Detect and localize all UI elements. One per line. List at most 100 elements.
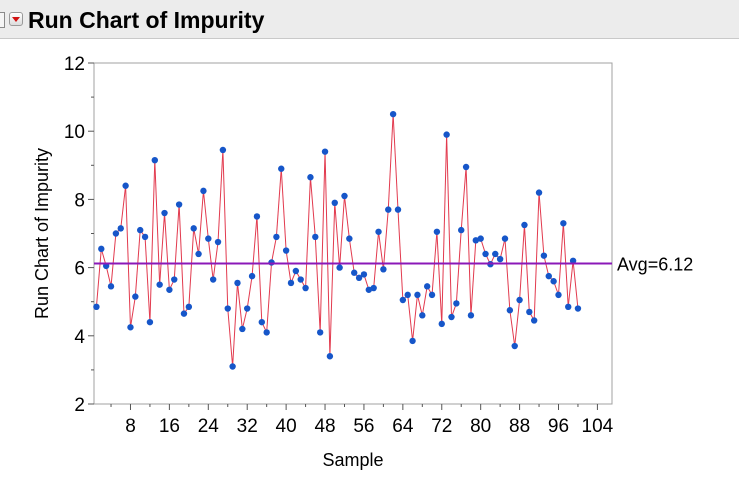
series-segment xyxy=(217,149,224,243)
data-point xyxy=(574,305,582,312)
data-point xyxy=(569,257,577,264)
x-tick-label: 24 xyxy=(198,416,220,437)
series-segment xyxy=(227,308,234,367)
series-segment xyxy=(193,228,200,255)
series-segment xyxy=(266,262,273,333)
x-axis-title: Sample xyxy=(322,450,383,470)
series-segment xyxy=(236,282,243,330)
series-segment xyxy=(416,294,423,316)
data-point xyxy=(282,247,290,254)
data-point xyxy=(360,271,368,278)
series-segment xyxy=(533,192,540,321)
data-point xyxy=(175,201,183,208)
series-segment xyxy=(387,114,394,210)
report-header: Run Chart of Impurity xyxy=(0,0,739,39)
y-tick-label: 8 xyxy=(74,190,85,211)
data-point xyxy=(521,221,528,229)
series-segment xyxy=(543,255,550,277)
series-segment xyxy=(334,202,341,268)
x-tick-label: 88 xyxy=(509,416,530,437)
series-segment xyxy=(202,190,209,239)
series-segment xyxy=(120,185,127,229)
series-segment xyxy=(110,233,117,287)
data-point xyxy=(501,235,509,242)
series-segment xyxy=(470,240,477,316)
data-point xyxy=(190,225,197,232)
x-tick-label: 72 xyxy=(431,416,452,437)
data-point xyxy=(555,291,562,299)
data-point xyxy=(496,255,504,263)
data-point xyxy=(234,279,241,287)
series-segment xyxy=(212,241,219,280)
data-point xyxy=(516,296,523,304)
data-point xyxy=(355,274,363,282)
data-point xyxy=(385,206,392,213)
data-point xyxy=(336,264,343,271)
y-axis-title: Run Chart of Impurity xyxy=(32,148,52,319)
data-point xyxy=(545,272,552,280)
data-point xyxy=(117,225,124,232)
data-point xyxy=(302,284,309,292)
x-tick-label: 48 xyxy=(314,416,335,437)
data-point xyxy=(351,269,358,276)
series-segment xyxy=(309,177,316,237)
series-segment xyxy=(455,230,462,304)
data-point xyxy=(389,110,397,118)
series-segment xyxy=(509,310,516,347)
data-point xyxy=(453,300,460,307)
series-segment xyxy=(519,224,525,301)
series-segment xyxy=(149,160,156,323)
data-point xyxy=(312,233,319,241)
series-segment xyxy=(178,204,185,314)
data-point xyxy=(506,307,514,314)
y-axis-ticks: 2 4 6 8 10 12 xyxy=(64,54,94,416)
series-segment xyxy=(538,192,545,256)
y-tick-label: 10 xyxy=(64,122,85,143)
series-segment xyxy=(460,166,467,231)
series-segment xyxy=(95,248,102,307)
data-point xyxy=(394,206,402,213)
series-segment xyxy=(241,308,248,330)
data-point xyxy=(229,363,236,370)
data-point xyxy=(112,230,120,237)
data-point xyxy=(511,342,518,350)
series-segment xyxy=(164,213,170,290)
data-point xyxy=(185,303,193,311)
data-point xyxy=(307,174,314,181)
data-point xyxy=(326,353,334,360)
series-segment xyxy=(280,168,287,251)
series-segment xyxy=(222,149,229,309)
series-segment xyxy=(567,260,574,307)
data-point xyxy=(239,325,246,333)
data-point xyxy=(224,305,231,312)
x-tick-label: 32 xyxy=(237,416,258,437)
data-point xyxy=(258,318,266,326)
data-point xyxy=(409,337,416,345)
data-point xyxy=(560,220,567,227)
series-segment xyxy=(198,190,204,254)
data-point xyxy=(195,250,202,258)
data-point xyxy=(428,291,436,299)
data-point xyxy=(404,291,411,299)
data-point xyxy=(467,312,475,319)
data-point xyxy=(399,296,407,304)
data-point xyxy=(141,233,149,241)
series-segment xyxy=(105,265,112,287)
series-segment xyxy=(514,299,521,347)
series-segment xyxy=(275,168,282,237)
data-point xyxy=(448,313,455,321)
disclosure-triangle-icon[interactable] xyxy=(9,12,23,26)
data-point xyxy=(171,276,178,283)
x-axis-ticks: 8 16 24 32 40 48 56 64 72 80 88 96 104 xyxy=(110,404,614,437)
data-point xyxy=(365,286,373,293)
series-segment xyxy=(499,238,506,260)
series-segment xyxy=(256,216,263,323)
plot-frame xyxy=(93,62,613,405)
data-point xyxy=(107,283,115,290)
data-point xyxy=(151,156,158,164)
x-tick-label: 16 xyxy=(159,416,180,437)
data-point xyxy=(146,318,154,326)
x-tick-label: 96 xyxy=(548,416,569,437)
data-point xyxy=(244,305,251,312)
